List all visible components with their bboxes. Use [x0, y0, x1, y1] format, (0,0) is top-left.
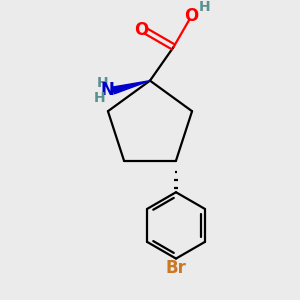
Text: H: H: [97, 76, 108, 90]
Text: O: O: [134, 21, 148, 39]
Text: H: H: [198, 0, 210, 14]
Polygon shape: [112, 81, 150, 94]
Text: Br: Br: [166, 259, 186, 277]
Text: N: N: [100, 80, 114, 98]
Text: H: H: [94, 92, 106, 105]
Text: O: O: [184, 8, 198, 26]
